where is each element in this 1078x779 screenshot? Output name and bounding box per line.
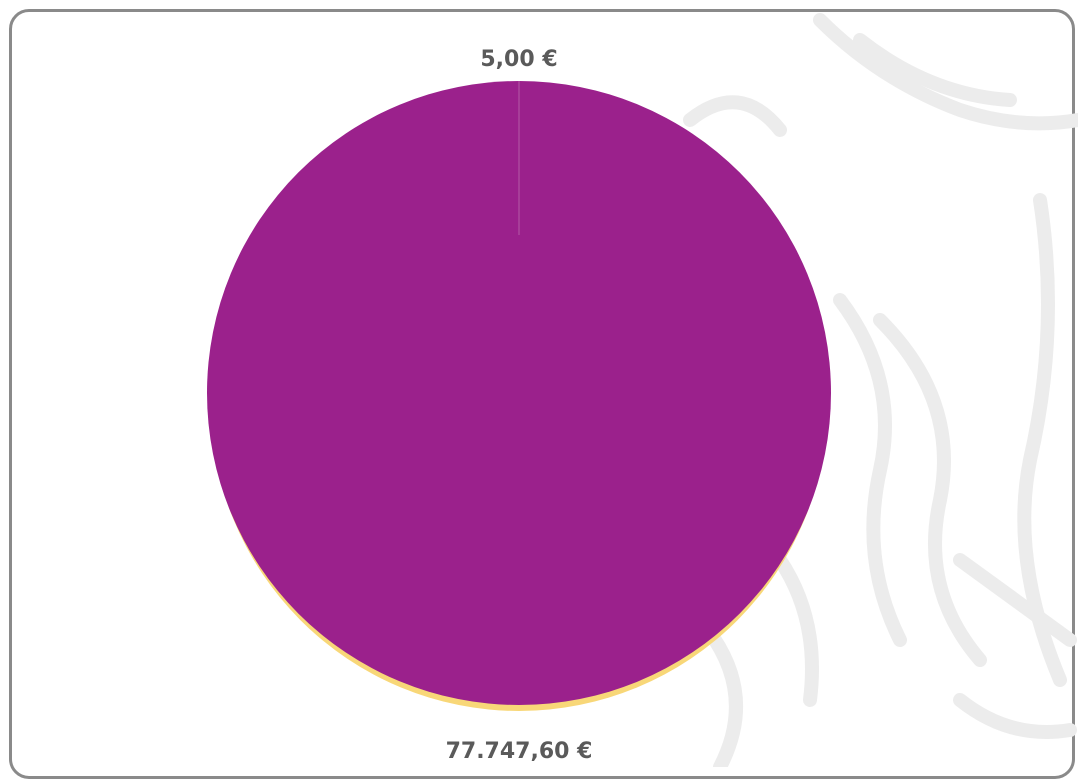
data-label-0: 5,00 € (480, 47, 557, 72)
data-label-1: 77.747,60 € (446, 739, 593, 764)
